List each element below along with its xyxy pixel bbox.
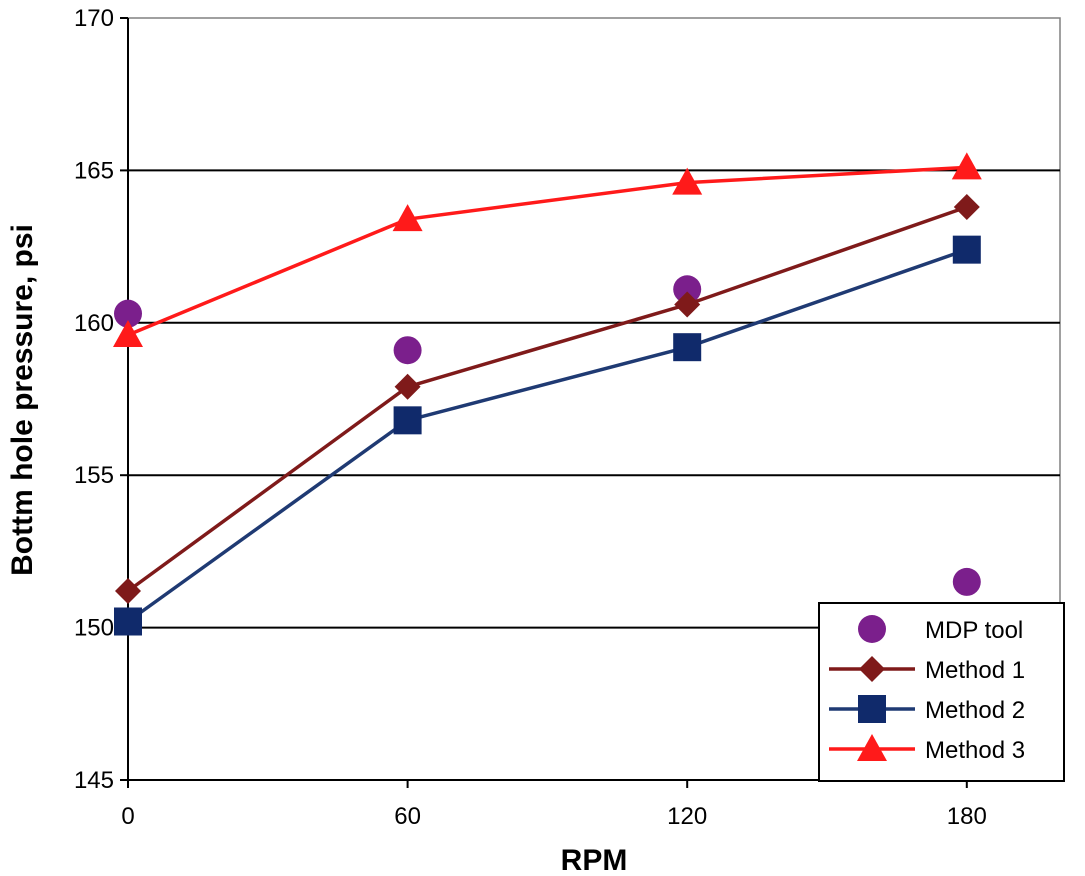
y-tick-label: 145 xyxy=(74,767,114,794)
y-tick-label: 150 xyxy=(74,615,114,642)
x-axis-ticks: 0 60 120 180 xyxy=(121,780,987,830)
x-tick-label: 180 xyxy=(947,803,987,830)
data-point xyxy=(673,275,702,304)
legend-item: Method 3 xyxy=(829,734,1025,764)
data-point xyxy=(114,607,142,636)
legend-swatch-marker xyxy=(858,615,886,643)
y-axis-title: Bottm hole pressure, psi xyxy=(6,224,39,576)
data-point xyxy=(393,336,422,365)
series-line xyxy=(126,205,968,593)
series-line xyxy=(126,247,968,623)
series-line xyxy=(127,165,967,337)
data-point xyxy=(114,299,142,328)
legend: MDP tool Method 1 Method 2 Method 3 xyxy=(818,602,1065,782)
x-tick-label: 120 xyxy=(667,803,707,830)
legend-swatch-marker xyxy=(857,734,887,761)
series-method-3 xyxy=(113,152,982,347)
legend-swatch-marker xyxy=(858,695,886,723)
legend-label: Method 3 xyxy=(925,737,1025,764)
y-tick-label: 165 xyxy=(74,157,114,184)
series-layer xyxy=(113,152,982,636)
data-point xyxy=(392,204,423,232)
x-axis-title: RPM xyxy=(561,844,628,876)
data-point xyxy=(394,373,421,400)
data-point xyxy=(952,567,981,596)
data-point xyxy=(953,193,980,220)
data-point xyxy=(115,578,141,605)
data-point xyxy=(113,319,143,347)
legend-item: Method 2 xyxy=(829,695,1025,724)
legend-label: Method 2 xyxy=(925,697,1025,724)
y-tick-label: 160 xyxy=(74,310,114,337)
y-tick-label: 170 xyxy=(74,5,114,32)
legend-label: MDP tool xyxy=(925,617,1023,644)
series-method-1 xyxy=(115,193,980,605)
data-point xyxy=(393,406,422,435)
legend-swatch-marker xyxy=(859,656,885,682)
data-point xyxy=(673,333,702,362)
y-axis-ticks: 145 150 155 160 165 170 xyxy=(74,5,128,794)
legend-label: Method 1 xyxy=(925,657,1025,684)
x-tick-label: 0 xyxy=(121,803,134,830)
data-point xyxy=(952,235,981,264)
data-point xyxy=(951,152,982,180)
data-point xyxy=(672,167,703,195)
legend-item: MDP tool xyxy=(858,615,1023,644)
series-method-2 xyxy=(114,235,981,636)
series-mdp-tool xyxy=(114,275,981,596)
data-point xyxy=(674,291,701,318)
x-tick-label: 60 xyxy=(394,803,421,830)
legend-item: Method 1 xyxy=(829,656,1025,684)
y-tick-label: 155 xyxy=(74,462,114,489)
